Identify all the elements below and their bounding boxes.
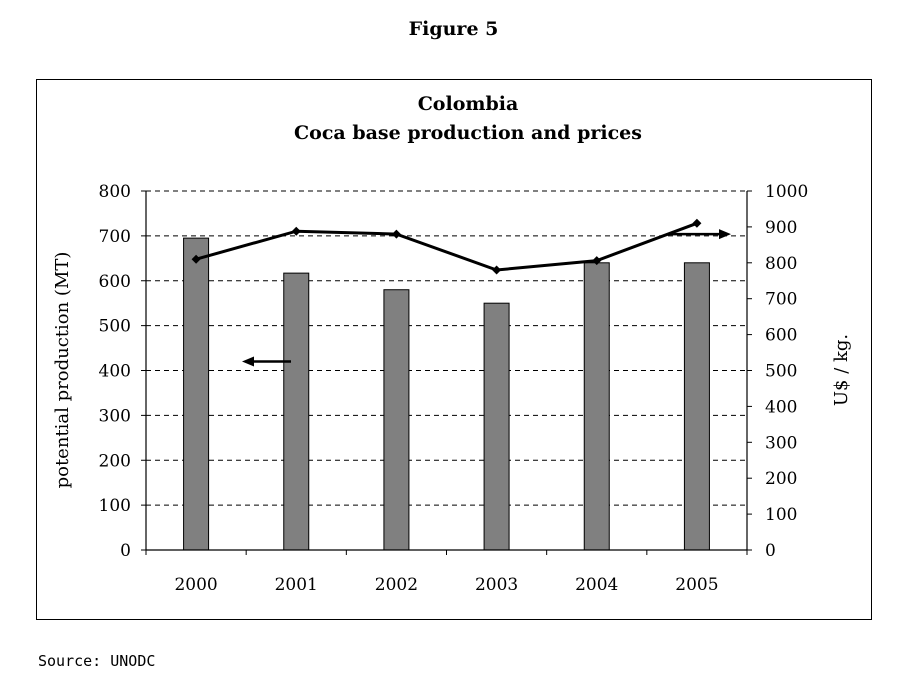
price-line-series xyxy=(191,218,702,275)
y-tick-label: 400 xyxy=(99,362,131,382)
y2-tick-label: 100 xyxy=(765,505,797,525)
annotations xyxy=(242,229,731,367)
y2-tick-label: 500 xyxy=(765,362,797,382)
y2-tick-label: 200 xyxy=(765,469,797,489)
x-tick-label: 2002 xyxy=(375,575,418,595)
price-marker xyxy=(191,254,201,264)
x-tick-label: 2004 xyxy=(575,575,618,595)
x-tick-label: 2005 xyxy=(675,575,718,595)
production-bar xyxy=(683,262,710,551)
price-marker xyxy=(391,229,401,239)
y2-tick-label: 900 xyxy=(765,218,797,238)
chart-svg: Colombia Coca base production and prices… xyxy=(52,93,852,595)
y2-tick-label: 800 xyxy=(765,254,797,274)
production-bar xyxy=(583,262,610,551)
y-tick-label: 800 xyxy=(99,182,131,202)
y-tick-label: 100 xyxy=(99,496,131,516)
y2-tick-label: 1000 xyxy=(765,182,808,202)
y-axis-label: potential production (MT) xyxy=(52,252,73,489)
y2-tick-label: 0 xyxy=(765,541,776,561)
y-tick-label: 600 xyxy=(99,272,131,292)
production-bar xyxy=(483,302,510,551)
x-tick-label: 2003 xyxy=(475,575,518,595)
y-tick-label: 200 xyxy=(99,451,131,471)
production-bar xyxy=(183,237,210,551)
x-tick-label: 2001 xyxy=(275,575,318,595)
price-line xyxy=(195,221,698,272)
y2-tick-label: 300 xyxy=(765,433,797,453)
price-marker xyxy=(291,226,301,236)
y-tick-label: 0 xyxy=(120,541,131,561)
production-bar xyxy=(383,289,410,551)
left-axis-arrow-head xyxy=(242,356,254,367)
gridlines xyxy=(146,190,747,506)
price-marker xyxy=(492,265,502,275)
source-note: Source: UNODC xyxy=(38,652,156,670)
price-marker xyxy=(692,218,702,228)
y2-tick-label: 400 xyxy=(765,397,797,417)
chart-frame: Colombia Coca base production and prices… xyxy=(36,79,872,620)
figure-label: Figure 5 xyxy=(408,18,499,40)
bar-series xyxy=(183,237,710,551)
y-tick-label: 500 xyxy=(99,317,131,337)
chart-title: Colombia xyxy=(418,93,519,115)
x-tick-label: 2000 xyxy=(174,575,217,595)
y2-axis-label: U$ / kg. xyxy=(831,334,852,406)
chart-subtitle: Coca base production and prices xyxy=(294,122,642,144)
y-tick-label: 700 xyxy=(99,227,131,247)
y2-tick-label: 600 xyxy=(765,326,797,346)
production-bar xyxy=(283,272,310,551)
price-marker xyxy=(592,256,602,266)
right-axis-arrow-head xyxy=(719,229,731,240)
y2-tick-label: 700 xyxy=(765,290,797,310)
axes: 0 100 200 300 400 500 600 700 800 0 100 200 300 400 50… xyxy=(99,182,809,595)
y-tick-label: 300 xyxy=(99,406,131,426)
